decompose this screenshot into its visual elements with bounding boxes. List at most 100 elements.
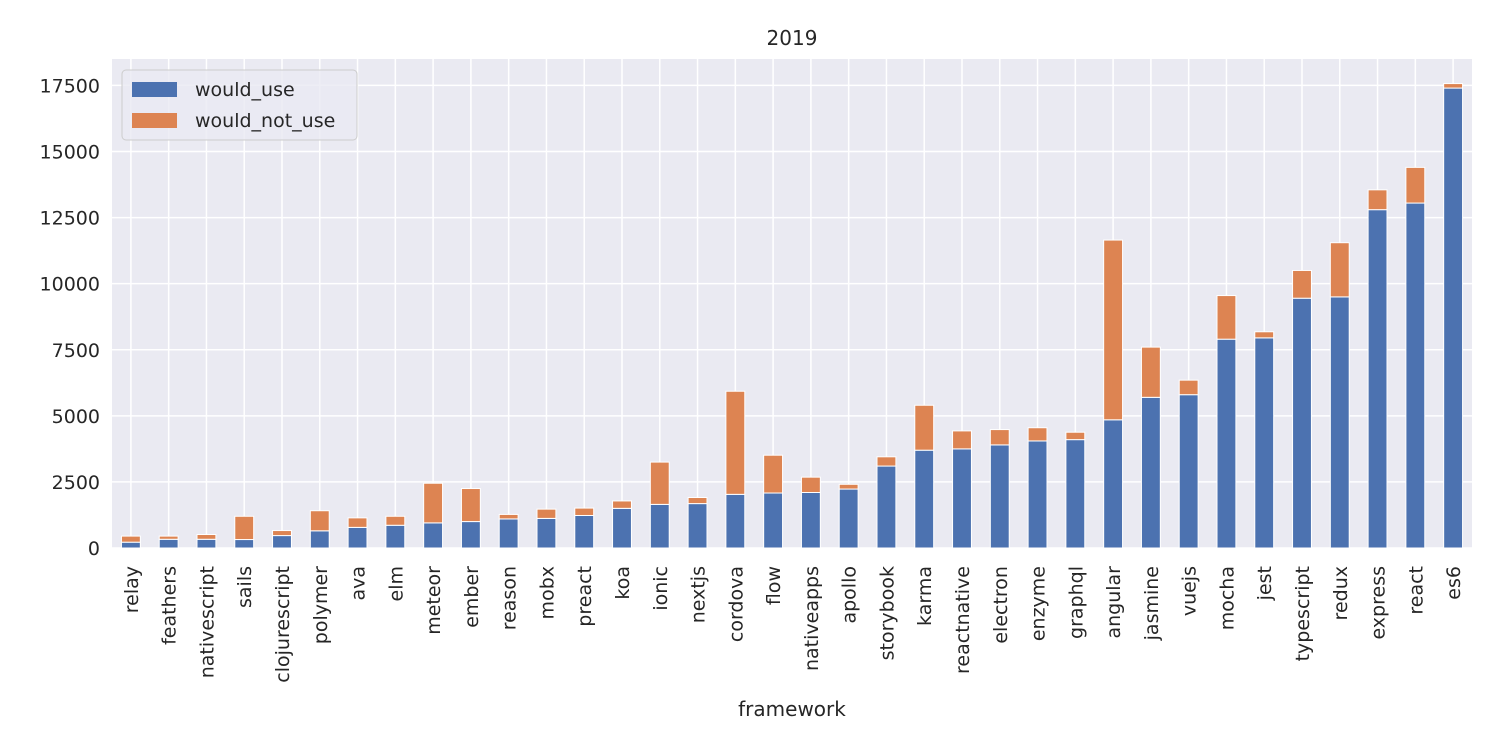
bar-would-not-use-feathers: [158, 535, 179, 540]
bar-would-use-react: [1405, 202, 1426, 549]
bar-would-not-use-jest: [1254, 331, 1275, 339]
legend: would_use would_not_use: [121, 69, 358, 141]
y-tick-label: 12500: [40, 208, 100, 230]
bar-would-use-preact: [574, 514, 595, 549]
x-tick-label: express: [1368, 566, 1390, 640]
x-tick-label: es6: [1443, 566, 1465, 600]
bar-would-use-koa: [612, 507, 632, 549]
bar-would-use-ava: [347, 526, 368, 549]
x-tick-label: typescript: [1292, 566, 1314, 661]
x-tick-label: jest: [1254, 566, 1276, 601]
bar-would-not-use-express: [1367, 189, 1388, 211]
x-tick-label: clojurescript: [272, 566, 294, 683]
x-tick-label: graphql: [1065, 566, 1087, 639]
bar-would-use-typescript: [1292, 297, 1312, 549]
bar-would-use-es6: [1443, 87, 1464, 549]
bar-would-not-use-apollo: [838, 483, 859, 490]
x-tick-label: electron: [990, 566, 1012, 644]
bar-would-use-clojurescript: [272, 535, 292, 549]
bar-would-not-use-graphql: [1065, 431, 1086, 441]
bar-would-use-cordova: [725, 493, 746, 549]
x-tick-label: jasmine: [1141, 566, 1163, 641]
bar-would-use-vuejs: [1178, 394, 1199, 549]
bar-would-not-use-preact: [574, 507, 595, 516]
x-tick-label: mocha: [1216, 566, 1238, 630]
legend-swatch-would-not-use: [132, 113, 177, 128]
legend-box: [121, 69, 358, 141]
bar-would-use-feathers: [158, 538, 179, 549]
x-tick-label: meteor: [423, 566, 445, 635]
bar-would-use-karma: [914, 449, 935, 549]
x-tick-label: karma: [914, 566, 936, 626]
bar-would-use-enzyme: [1027, 440, 1048, 549]
bar-would-use-jest: [1254, 337, 1275, 549]
bar-would-use-apollo: [838, 488, 859, 549]
bar-would-use-meteor: [423, 522, 444, 549]
legend-label-would-not-use: would_not_use: [195, 110, 335, 132]
bar-would-use-express: [1367, 209, 1388, 549]
x-tick-label: redux: [1330, 566, 1352, 620]
bar-would-not-use-cordova: [725, 390, 746, 495]
x-tick-label: enzyme: [1028, 566, 1050, 641]
bar-would-not-use-reason: [498, 513, 519, 520]
x-tick-label: cordova: [725, 566, 747, 642]
bar-would-not-use-mocha: [1216, 295, 1237, 340]
chart-title: 2019: [767, 26, 818, 50]
bar-would-not-use-ionic: [649, 461, 670, 505]
bar-would-not-use-reactnative: [952, 430, 972, 450]
x-tick-label: ava: [348, 566, 370, 601]
x-tick-label: storybook: [876, 566, 898, 660]
bar-would-use-reason: [498, 518, 519, 549]
bar-would-not-use-ava: [347, 517, 368, 528]
x-tick-label: flow: [763, 566, 785, 605]
bar-would-use-sails: [234, 539, 255, 549]
bar-would-use-mocha: [1216, 338, 1237, 549]
x-tick-label: mobx: [536, 566, 558, 619]
bar-would-not-use-sails: [234, 515, 255, 541]
x-tick-label: nativescript: [196, 566, 218, 678]
bar-would-use-reactnative: [952, 448, 972, 549]
bar-would-not-use-nativescript: [196, 534, 217, 540]
bar-would-not-use-nextjs: [687, 497, 708, 505]
x-axis-label: framework: [738, 697, 846, 721]
bar-would-not-use-storybook: [876, 456, 897, 467]
bar-would-use-mobx: [536, 517, 557, 549]
bar-would-use-elm: [385, 524, 406, 549]
x-tick-label: nativeapps: [801, 566, 823, 671]
bar-would-not-use-meteor: [423, 482, 444, 524]
bar-would-use-storybook: [876, 465, 897, 549]
bar-would-use-ionic: [649, 503, 670, 549]
y-tick-label: 2500: [52, 472, 100, 494]
bar-would-use-polymer: [309, 530, 330, 549]
bar-would-use-nextjs: [687, 503, 708, 549]
bar-would-not-use-jasmine: [1140, 346, 1161, 398]
bar-would-not-use-angular: [1103, 239, 1124, 421]
bar-would-not-use-mobx: [536, 508, 557, 519]
bar-would-use-nativescript: [196, 538, 217, 549]
bar-would-not-use-ember: [460, 488, 481, 523]
bar-would-use-relay: [120, 541, 141, 549]
bar-would-not-use-es6: [1443, 83, 1464, 89]
bar-would-not-use-karma: [914, 404, 935, 451]
x-tick-label: reactnative: [952, 566, 974, 674]
bar-would-not-use-vuejs: [1178, 379, 1199, 396]
x-tick-label: reason: [499, 566, 521, 630]
x-tick-label: nextjs: [688, 566, 710, 623]
x-tick-label: ember: [461, 566, 483, 628]
bar-would-use-angular: [1103, 419, 1124, 549]
x-tick-label: koa: [612, 566, 634, 600]
bar-would-use-jasmine: [1140, 396, 1161, 549]
bar-would-use-electron: [989, 444, 1010, 549]
legend-label-would-use: would_use: [195, 79, 295, 101]
x-tick-label: angular: [1103, 566, 1125, 639]
x-tick-label: relay: [121, 566, 143, 613]
x-tick-label: apollo: [839, 566, 861, 624]
y-tick-label: 5000: [52, 406, 100, 428]
x-tick-label: react: [1405, 566, 1427, 615]
bar-would-use-graphql: [1065, 439, 1086, 549]
bar-would-use-nativeapps: [800, 491, 821, 549]
bar-would-use-ember: [460, 521, 481, 549]
y-tick-label: 0: [88, 538, 100, 560]
x-tick-label: vuejs: [1179, 566, 1201, 616]
